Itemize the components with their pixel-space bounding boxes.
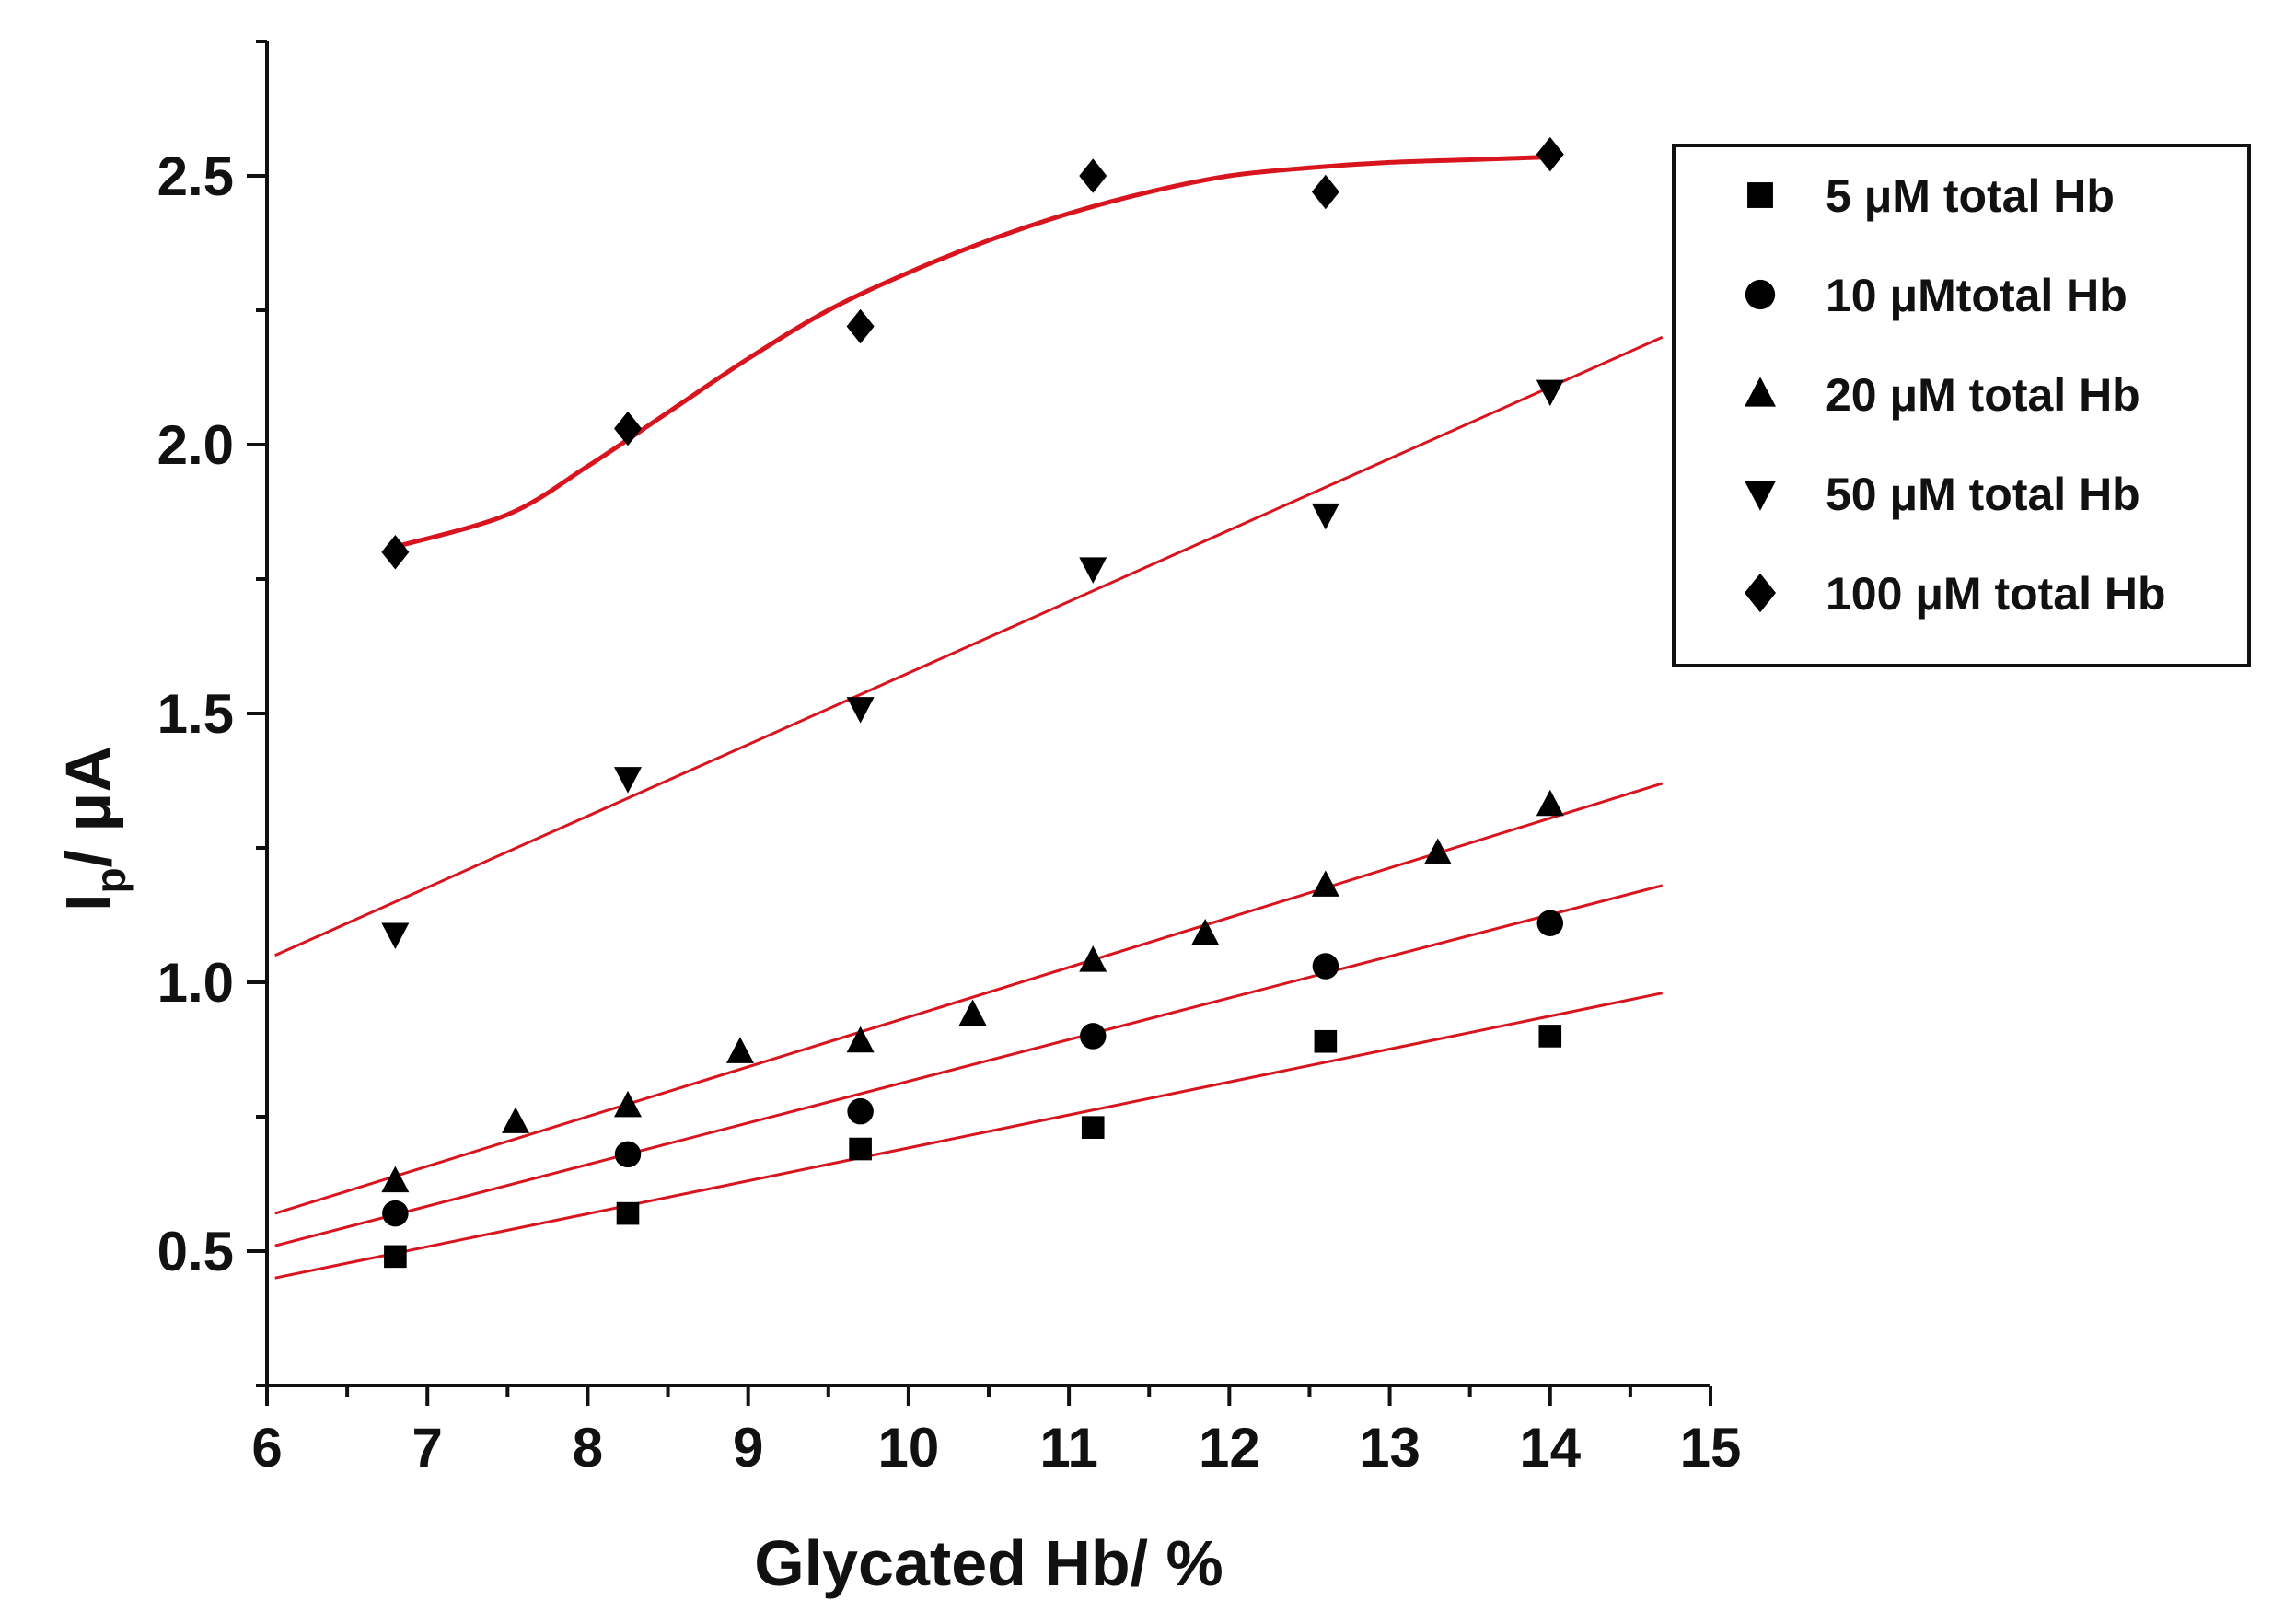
fit-line-series-2 <box>274 884 1664 1247</box>
data-point-series-5 <box>1079 158 1107 193</box>
y-tick-label: 0.5 <box>157 1221 234 1282</box>
x-tick-label: 12 <box>1199 1417 1260 1479</box>
data-point-series-3 <box>1191 918 1220 945</box>
data-point-series-5 <box>1536 136 1564 172</box>
data-point-series-3 <box>1311 870 1339 897</box>
fit-lines <box>274 155 1664 1280</box>
data-point-series-3 <box>1423 838 1452 864</box>
legend-marker-series-3 <box>1745 377 1776 407</box>
y-axis-title-main: I <box>52 893 124 910</box>
legend-label-series-2: 10 μMtotal Hb <box>1826 270 2128 321</box>
data-point-series-2 <box>1079 1023 1107 1050</box>
data-point-series-4 <box>1311 503 1339 530</box>
legend: 5 μM total Hb 10 μMtotal Hb 20 μM total Hb… <box>1672 144 2251 667</box>
fit-line-series-4 <box>274 335 1664 957</box>
fit-line-series-1 <box>274 992 1664 1280</box>
axes <box>265 41 1710 1387</box>
data-point-series-1 <box>1081 1116 1105 1139</box>
data-point-series-2 <box>1536 910 1564 937</box>
x-axis-title: Glycated Hb/ % <box>754 1527 1223 1599</box>
data-point-series-4 <box>846 697 875 724</box>
data-point-series-4 <box>614 767 642 794</box>
x-tick-label: 7 <box>412 1417 443 1479</box>
data-point-series-5 <box>846 308 875 344</box>
y-tick-label: 2.0 <box>157 414 234 476</box>
x-tick-label: 8 <box>573 1417 603 1479</box>
data-point-series-1 <box>1538 1025 1562 1048</box>
y-tick-label: 1.5 <box>157 683 234 745</box>
x-tick-label: 9 <box>733 1417 763 1479</box>
x-tick-label: 10 <box>878 1417 940 1479</box>
legend-label-series-3: 20 μM total Hb <box>1826 369 2140 421</box>
data-point-series-3 <box>846 1026 875 1053</box>
data-point-series-2 <box>382 1200 409 1227</box>
x-tick-label: 15 <box>1680 1417 1742 1479</box>
data-point-series-3 <box>381 1166 410 1193</box>
data-point-series-2 <box>1312 953 1339 980</box>
fit-line-series-3 <box>274 782 1664 1215</box>
data-point-series-5 <box>614 411 642 446</box>
data-point-series-2 <box>847 1097 874 1125</box>
axis-ticks <box>247 40 1712 1406</box>
data-point-series-3 <box>1079 945 1107 972</box>
y-axis-title: Ip/ μA <box>52 746 134 911</box>
legend-label-series-4: 50 μM total Hb <box>1826 469 2140 520</box>
data-point-series-1 <box>384 1245 407 1269</box>
data-markers <box>381 136 1564 1269</box>
data-point-series-1 <box>616 1201 640 1225</box>
data-point-series-4 <box>1536 379 1564 407</box>
data-point-series-3 <box>958 999 987 1026</box>
y-tick-label: 1.0 <box>157 952 234 1014</box>
data-point-series-4 <box>1079 557 1107 584</box>
legend-marker-series-1 <box>1747 182 1773 208</box>
x-tick-label: 13 <box>1359 1417 1421 1479</box>
data-point-series-3 <box>725 1037 754 1063</box>
legend-marker-series-2 <box>1745 279 1776 310</box>
data-point-series-2 <box>614 1141 642 1168</box>
data-point-series-1 <box>1314 1029 1338 1053</box>
y-axis-title-rest: / μA <box>52 746 124 867</box>
x-tick-label: 11 <box>1039 1417 1097 1479</box>
data-point-series-3 <box>1536 789 1564 817</box>
legend-marker-series-4 <box>1745 481 1776 511</box>
legend-marker-series-5 <box>1745 573 1776 613</box>
x-tick-label: 6 <box>251 1417 282 1479</box>
legend-label-series-5: 100 μM total Hb <box>1826 568 2166 620</box>
data-point-series-5 <box>1311 174 1339 210</box>
data-point-series-1 <box>849 1137 872 1161</box>
data-point-series-3 <box>502 1107 530 1133</box>
fit-line-series-5 <box>394 155 1550 550</box>
y-axis-title-subscript: p <box>87 867 134 893</box>
tick-labels: 6 7 8 9 10 11 12 13 14 15 0.5 1.0 1.5 2.0 2.5 <box>157 145 1742 1479</box>
x-tick-label: 14 <box>1519 1417 1581 1479</box>
legend-label-series-1: 5 μM total Hb <box>1826 170 2115 222</box>
data-point-series-3 <box>614 1090 642 1118</box>
data-point-series-4 <box>381 922 410 949</box>
y-tick-label: 2.5 <box>157 145 234 207</box>
data-point-series-5 <box>381 535 410 570</box>
